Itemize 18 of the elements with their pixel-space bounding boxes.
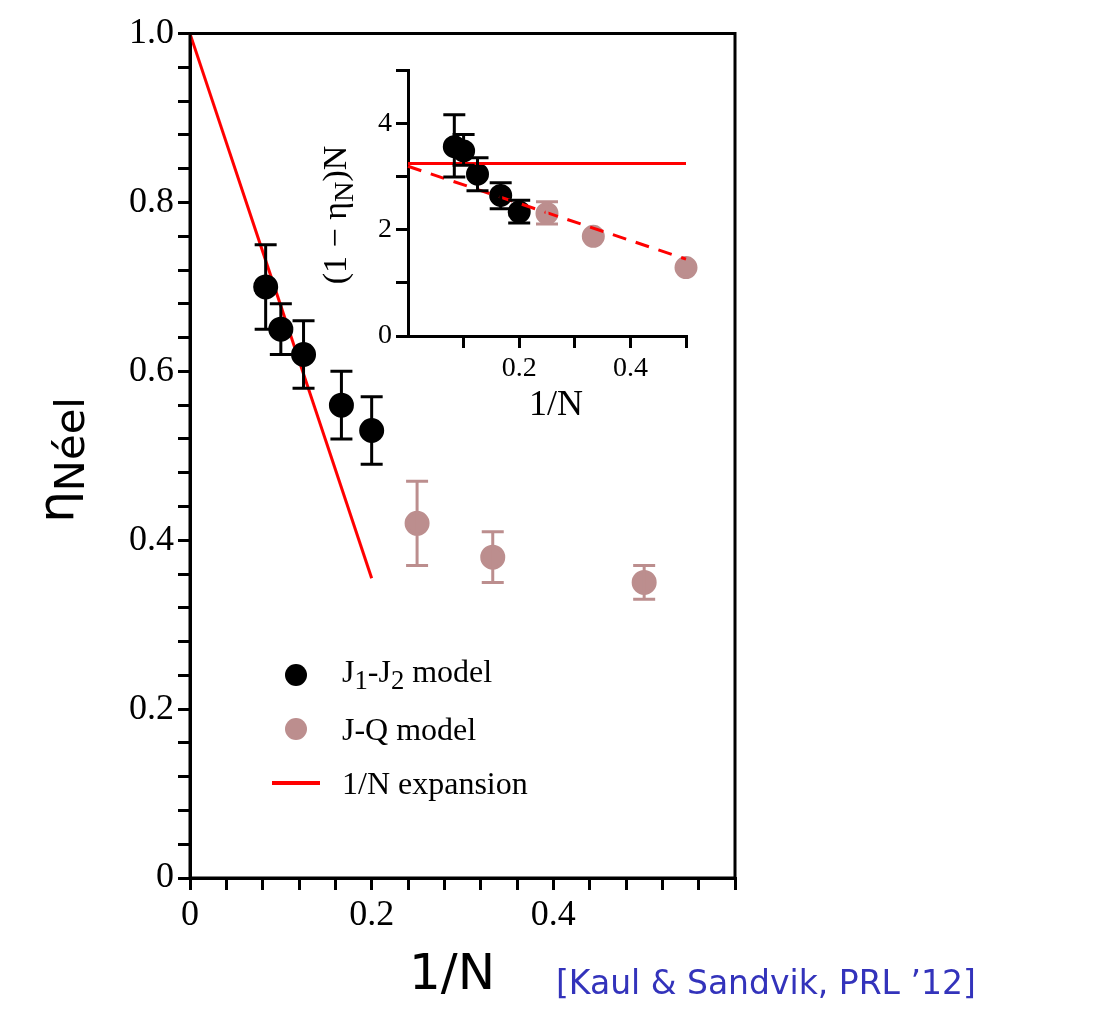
legend-label: J-Q model bbox=[342, 710, 477, 748]
x-tick-label: 0 bbox=[181, 893, 199, 934]
y-tick-label: 4 bbox=[378, 106, 392, 138]
legend-label: 1/N expansion bbox=[342, 764, 528, 802]
x-tick-label: 0.4 bbox=[530, 893, 576, 934]
y-tick-label: 0.6 bbox=[129, 348, 174, 389]
y-tick-label: 1.0 bbox=[129, 11, 174, 52]
legend-label: J$_{1}$-J$_{2}$ model bbox=[342, 653, 493, 697]
x-axis-title: 1/N bbox=[529, 382, 583, 424]
text: [Kaul & Sandvik, PRL ’12] bbox=[556, 963, 976, 1002]
y-tick-label: 2 bbox=[378, 212, 392, 244]
y-tick-label: 0.2 bbox=[129, 686, 174, 727]
point bbox=[674, 256, 698, 280]
y-tick-label: 0 bbox=[378, 318, 392, 350]
x-axis-title: 1/N bbox=[408, 943, 496, 1001]
y-tick-label: 0.4 bbox=[129, 517, 174, 558]
y-tick-label: 0 bbox=[156, 855, 174, 896]
y-tick-label: 0.8 bbox=[129, 179, 174, 220]
